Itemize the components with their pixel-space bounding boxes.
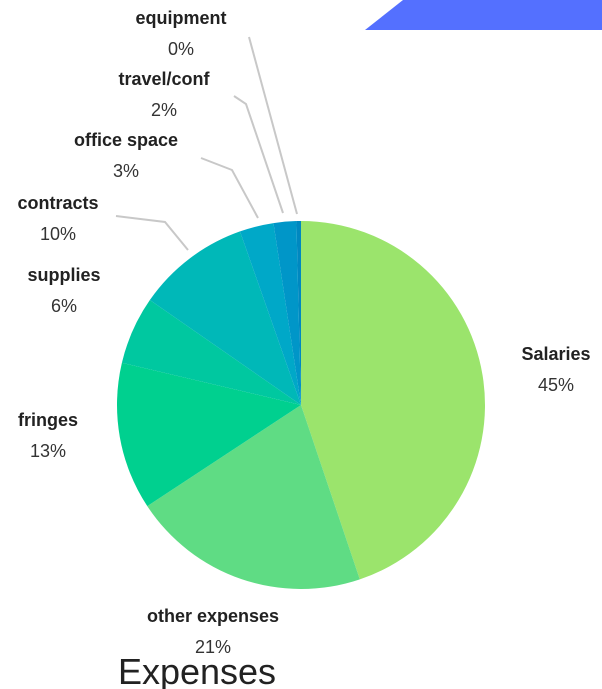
leader-line <box>233 95 284 214</box>
slice-percent-label: 10% <box>40 224 76 244</box>
leader-line <box>248 36 298 215</box>
slice-percent-label: 21% <box>195 637 231 657</box>
slice-percent-label: 2% <box>151 100 177 120</box>
top-banner-shape <box>365 0 602 30</box>
slice-label: other expenses <box>147 606 279 626</box>
pie-slice-salaries <box>301 221 485 580</box>
slice-label: supplies <box>27 265 100 285</box>
chart-title: Expenses <box>118 651 276 689</box>
leader-line <box>115 215 189 251</box>
slice-label: equipment <box>135 8 226 28</box>
pie-slice-equipment <box>296 221 301 405</box>
slice-percent-label: 6% <box>51 296 77 316</box>
slice-label: travel/conf <box>118 69 210 89</box>
slice-label: office space <box>74 130 178 150</box>
slice-label: contracts <box>17 193 98 213</box>
pie-slice-travel-conf <box>273 221 301 405</box>
pie-slice-fringes <box>116 362 301 507</box>
slice-percent-label: 3% <box>113 161 139 181</box>
pie-slice-other-expenses <box>147 405 360 590</box>
pie-slice-supplies <box>121 300 301 405</box>
slice-label: Salaries <box>521 344 590 364</box>
pie-slice-office-space <box>240 223 301 405</box>
slice-percent-label: 13% <box>30 441 66 461</box>
slice-percent-label: 0% <box>168 39 194 59</box>
pie-slice-contracts <box>149 231 301 405</box>
slice-percent-label: 45% <box>538 375 574 395</box>
slice-labels: Salaries 45% other expenses 21% fringes 13% su… <box>17 8 590 657</box>
pie-slices <box>116 221 485 590</box>
slice-label: fringes <box>18 410 78 430</box>
leader-lines <box>115 36 298 251</box>
leader-line <box>200 157 259 219</box>
